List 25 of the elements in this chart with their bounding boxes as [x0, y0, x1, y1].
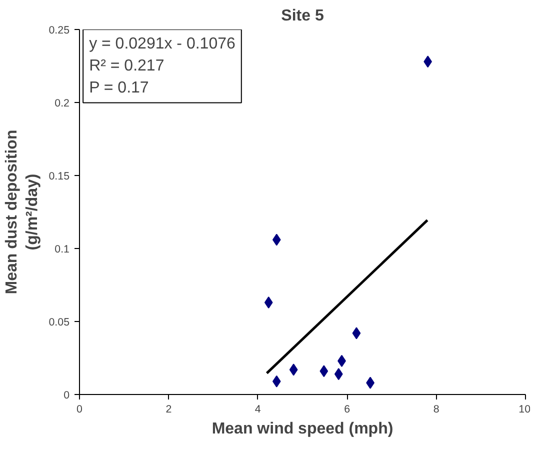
x-tick-label: 10 [518, 404, 531, 416]
y-axis-title: Mean dust deposition (g/m²/day) [3, 130, 41, 294]
y-tick-label: 0.15 [48, 170, 70, 182]
chart-title: Site 5 [281, 8, 324, 24]
y-tick-label: 0.05 [48, 316, 70, 328]
x-axis-title: Mean wind speed (mph) [212, 420, 394, 438]
y-tick-label: 0.1 [54, 244, 70, 256]
annotation: R² = 0.217 [89, 58, 164, 75]
x-tick-label: 6 [344, 404, 350, 416]
x-tick-label: 0 [76, 404, 83, 416]
annotation: y = 0.0291x - 0.1076 [89, 36, 236, 52]
x-tick-label: 2 [166, 404, 172, 416]
x-tick-label: 4 [254, 404, 261, 416]
y-tick-label: 0 [64, 390, 70, 402]
x-tick-label: 8 [433, 404, 440, 416]
point [289, 364, 298, 376]
point [334, 368, 343, 380]
point [272, 234, 281, 246]
annotation: P = 0.17 [89, 80, 149, 97]
point [320, 365, 328, 378]
point [272, 375, 281, 388]
y-tick-label: 0.25 [48, 24, 70, 36]
point [352, 327, 361, 340]
point [264, 296, 273, 309]
y-tick-label: 0.2 [54, 98, 70, 110]
